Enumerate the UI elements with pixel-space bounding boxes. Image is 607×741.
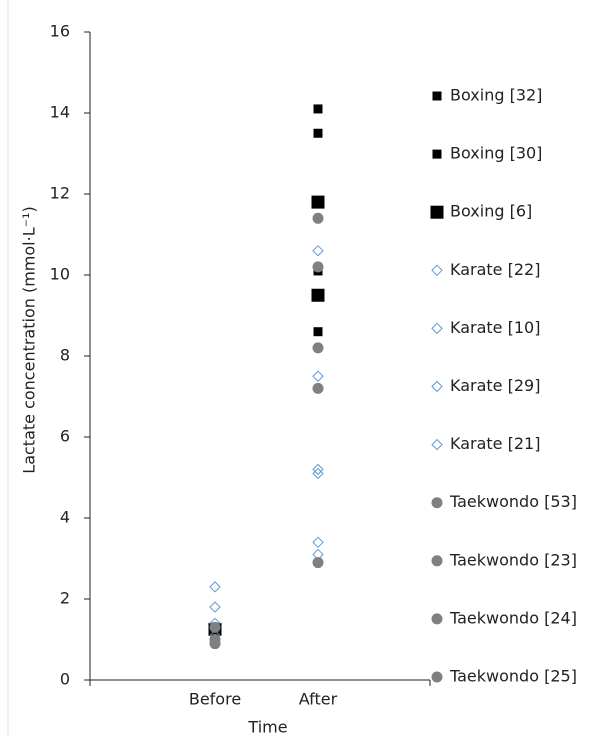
legend-label: Karate [21] bbox=[450, 434, 540, 453]
legend-marker bbox=[432, 149, 442, 159]
legend-marker bbox=[431, 613, 443, 625]
legend-marker bbox=[431, 671, 443, 683]
point bbox=[209, 601, 221, 613]
x-tick-label: After bbox=[299, 690, 338, 709]
point bbox=[312, 342, 324, 354]
legend-label: Taekwondo [25] bbox=[449, 667, 577, 686]
legend-label: Boxing [6] bbox=[450, 202, 532, 221]
point bbox=[312, 212, 324, 224]
legend-marker bbox=[430, 205, 444, 219]
legend-label: Boxing [32] bbox=[450, 86, 542, 105]
legend-marker bbox=[431, 497, 443, 509]
y-tick-label: 14 bbox=[50, 103, 70, 122]
point bbox=[313, 128, 323, 138]
y-tick-label: 4 bbox=[60, 508, 70, 527]
point bbox=[312, 244, 324, 257]
legend-marker bbox=[431, 264, 443, 277]
point bbox=[209, 581, 221, 593]
y-tick-label: 0 bbox=[60, 670, 70, 689]
point bbox=[312, 382, 324, 394]
x-tick-label: Before bbox=[189, 690, 241, 709]
y-tick-label: 6 bbox=[60, 427, 70, 446]
point bbox=[311, 195, 325, 209]
point bbox=[312, 463, 324, 476]
legend-label: Karate [22] bbox=[450, 260, 540, 279]
y-axis-title: Lactate concentration (mmol·L⁻¹) bbox=[20, 206, 39, 473]
legend-marker bbox=[432, 91, 442, 101]
legend-label: Taekwondo [23] bbox=[449, 550, 577, 569]
point bbox=[311, 288, 325, 302]
y-tick-label: 8 bbox=[60, 346, 70, 365]
point bbox=[312, 467, 324, 480]
legend-label: Taekwondo [53] bbox=[449, 492, 577, 511]
point bbox=[313, 327, 323, 337]
legend-label: Taekwondo [24] bbox=[449, 608, 577, 627]
legend-marker bbox=[431, 322, 443, 335]
point bbox=[312, 370, 324, 382]
legend-label: Karate [10] bbox=[450, 318, 540, 337]
legend-label: Karate [29] bbox=[450, 376, 540, 395]
y-tick-label: 2 bbox=[60, 589, 70, 608]
point bbox=[312, 261, 324, 273]
point bbox=[209, 638, 221, 650]
legend-marker bbox=[431, 438, 443, 451]
point bbox=[312, 557, 324, 569]
y-tick-label: 16 bbox=[50, 22, 70, 41]
x-axis-title: Time bbox=[247, 718, 287, 737]
point bbox=[209, 621, 221, 633]
point bbox=[313, 104, 323, 114]
y-tick-label: 10 bbox=[50, 265, 70, 284]
legend-marker bbox=[431, 380, 443, 393]
legend-marker bbox=[431, 555, 443, 567]
legend-label: Boxing [30] bbox=[450, 144, 542, 163]
y-tick-label: 12 bbox=[50, 184, 70, 203]
point bbox=[312, 536, 324, 549]
